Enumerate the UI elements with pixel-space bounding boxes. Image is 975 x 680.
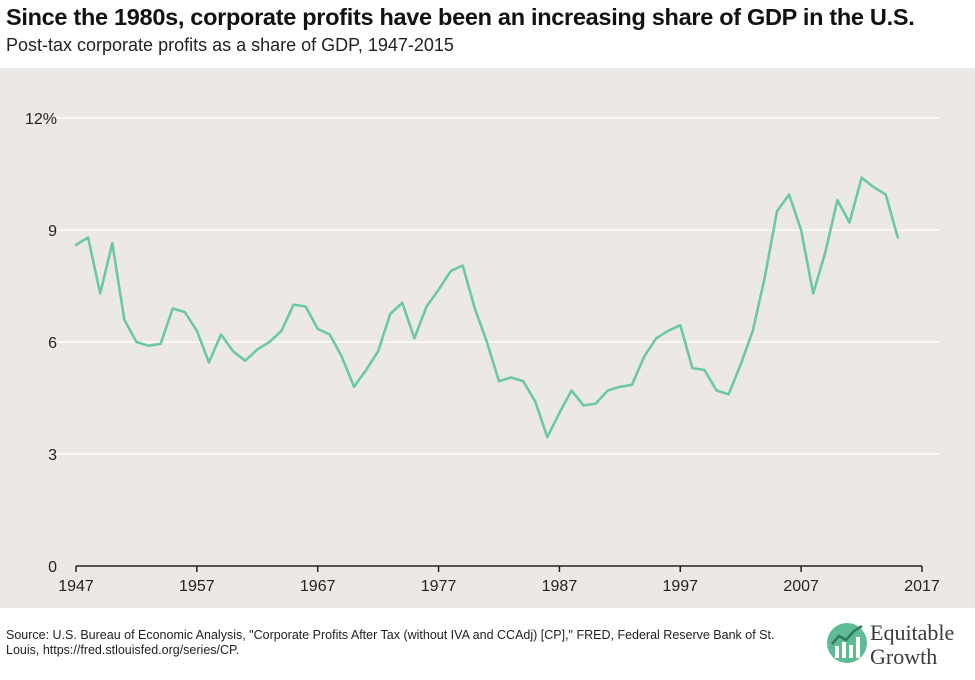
x-tick-label: 1997 <box>662 578 698 595</box>
y-tick-label: 0 <box>48 559 57 576</box>
equitable-growth-logo-icon <box>827 623 867 663</box>
chart-subtitle: Post-tax corporate profits as a share of… <box>6 35 454 55</box>
y-tick-label: 3 <box>48 447 57 464</box>
x-tick-label: 2017 <box>904 578 940 595</box>
x-tick-label: 1967 <box>300 578 336 595</box>
brand-name-line1: Equitable <box>870 620 955 645</box>
x-tick-label: 1947 <box>58 578 94 595</box>
x-tick-label: 1987 <box>542 578 578 595</box>
x-tick-label: 1957 <box>179 578 215 595</box>
chart-title: Since the 1980s, corporate profits have … <box>6 4 915 30</box>
y-tick-label: 9 <box>48 223 57 240</box>
series-line <box>74 176 900 439</box>
x-tick-label: 2007 <box>783 578 819 595</box>
brand-name-line2: Growth <box>870 644 938 669</box>
source-note: Source: U.S. Bureau of Economic Analysis… <box>6 628 775 657</box>
brand-logo: Equitable Growth <box>826 620 971 678</box>
x-tick-label: 1977 <box>421 578 457 595</box>
y-tick-label: 6 <box>48 335 57 352</box>
y-tick-label: 12% <box>25 111 57 128</box>
